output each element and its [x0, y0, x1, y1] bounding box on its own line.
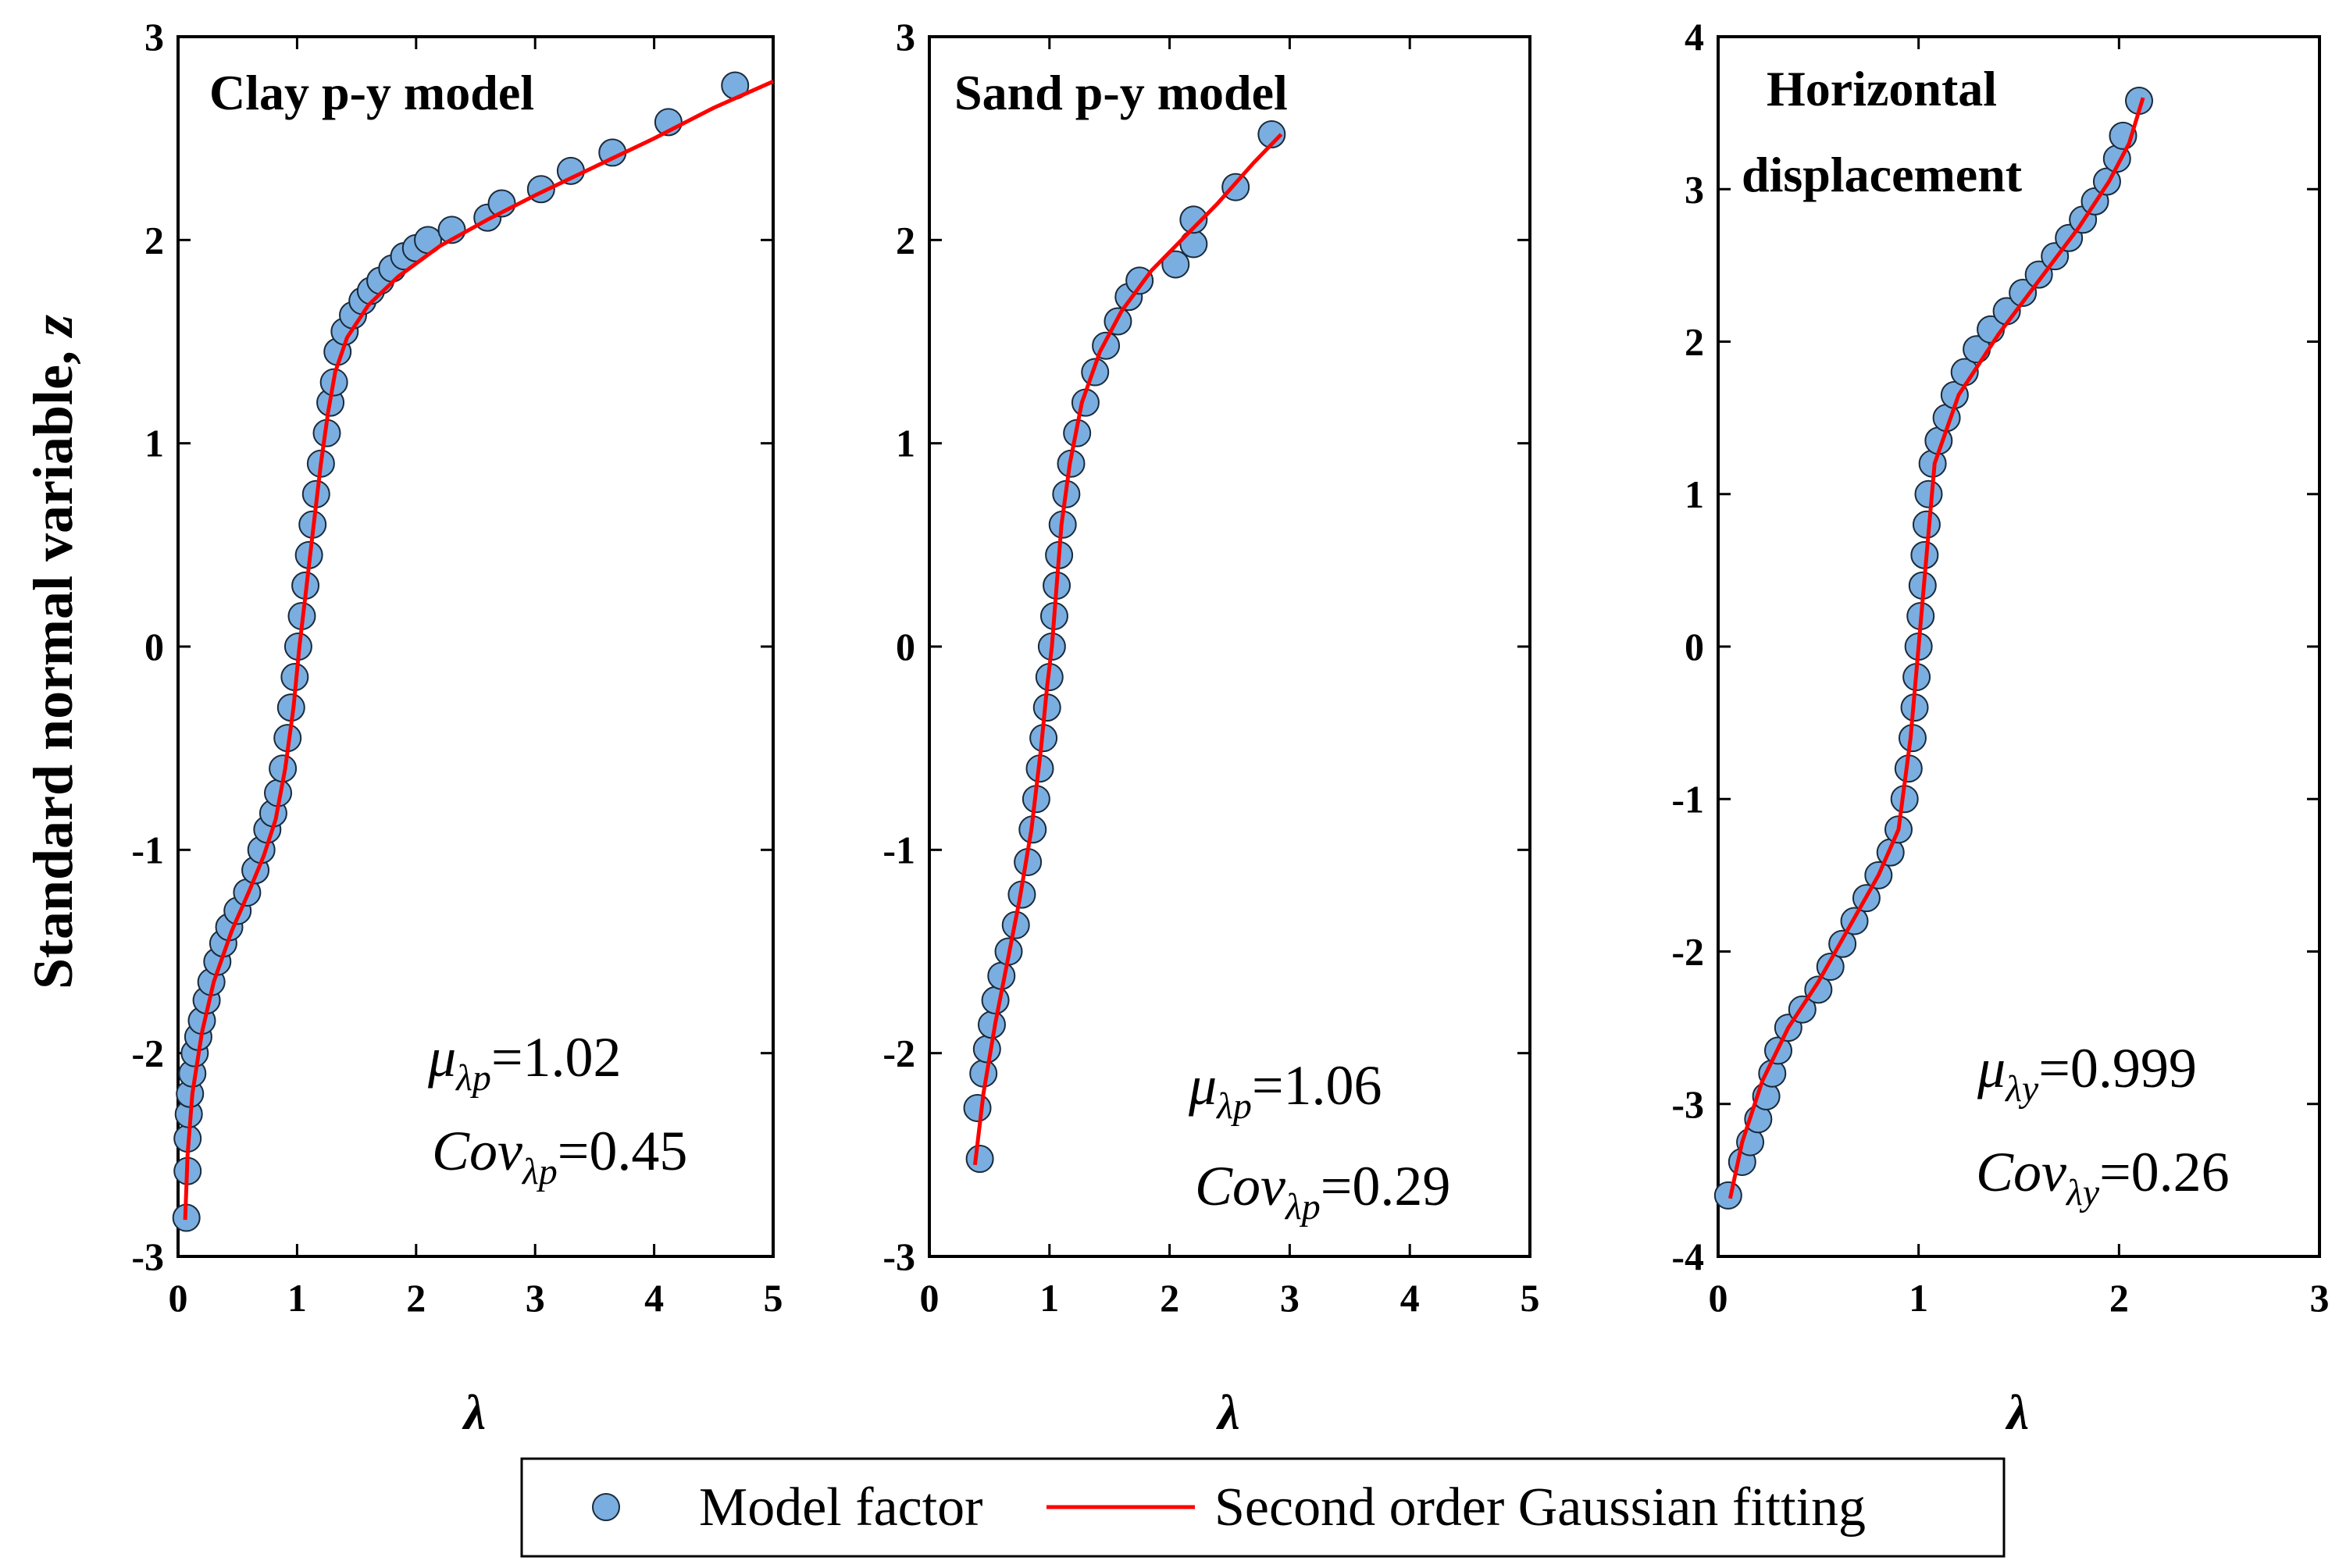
- sand-py-x-tick-label: 1: [1039, 1276, 1059, 1320]
- legend: Model factor Second order Gaussian fitti…: [520, 1457, 2006, 1558]
- sand-py-y-tick-label: -3: [882, 1235, 915, 1278]
- horizontal-displacement-y-tick-label: -2: [1671, 930, 1704, 974]
- sand-py-data-point: [1257, 119, 1286, 148]
- sand-py-data-point: [1161, 250, 1190, 279]
- sand-py-data-point: [1125, 266, 1154, 295]
- legend-gaussian-fit-label: Second order Gaussian fitting: [1214, 1477, 1866, 1538]
- sand-py-data-point: [1179, 205, 1208, 234]
- clay-py-title: Clay p-y model: [209, 65, 534, 120]
- sand-py-data-point: [972, 1035, 1001, 1064]
- sand-py-panel: λ 0 1 2 3 4 5 -3 -2 -1 0 1 2 3 Sand p-y model μλp=1.06…: [882, 15, 1539, 1440]
- horizontal-displacement-data-point: [2009, 279, 2038, 308]
- horizontal-displacement-data-point: [1713, 1181, 1742, 1210]
- clay-py-x-tick-label: 1: [287, 1276, 307, 1320]
- sand-py-cov: Covλp=0.29: [1195, 1155, 1450, 1228]
- horizontal-displacement-fit-line: [1728, 97, 2145, 1199]
- legend-model-factor-label: Model factor: [699, 1477, 982, 1538]
- horizontal-displacement-y-tick-label: -4: [1671, 1235, 1704, 1278]
- sand-py-data-point: [965, 1145, 994, 1174]
- horizontal-displacement-y-tick-label: 3: [1685, 167, 1704, 211]
- clay-py-mu: μλp=1.02: [427, 1026, 622, 1099]
- clay-py-fit-line: [183, 80, 775, 1221]
- horizontal-displacement-data-point: [1804, 975, 1833, 1004]
- sand-py-x-tick-label: 2: [1160, 1276, 1179, 1320]
- sand-py-title: Sand p-y model: [954, 65, 1288, 120]
- horizontal-displacement-y-tick-label: 0: [1685, 625, 1704, 668]
- horizontal-displacement-x-tick-label: 2: [2109, 1276, 2129, 1320]
- horizontal-displacement-title-line1: Horizontal: [1767, 61, 1997, 116]
- clay-py-x-tick-label: 5: [764, 1276, 783, 1320]
- horizontal-displacement-y-tick-label: -3: [1671, 1082, 1704, 1126]
- clay-py-y-tick-label: 2: [144, 218, 164, 262]
- y-axis-label: Standard normal variable, z: [22, 315, 84, 989]
- sand-py-x-tick-label: 5: [1521, 1276, 1540, 1320]
- sand-py-x-axis-label: λ: [1215, 1384, 1239, 1440]
- horizontal-displacement-y-tick-label: 4: [1685, 15, 1704, 59]
- horizontal-displacement-mu: μλy=0.999: [1977, 1037, 2197, 1110]
- sand-py-y-tick-label: 3: [896, 15, 915, 59]
- sand-py-y-tick-label: -1: [882, 828, 915, 871]
- sand-py-x-tick-label: 3: [1280, 1276, 1300, 1320]
- horizontal-displacement-x-tick-label: 0: [1709, 1276, 1728, 1320]
- clay-py-x-tick-label: 4: [644, 1276, 664, 1320]
- horizontal-displacement-x-axis-label: λ: [2005, 1384, 2029, 1440]
- sand-py-data-point: [963, 1093, 992, 1122]
- clay-py-y-tick-label: 0: [144, 625, 164, 668]
- sand-py-data-point: [1221, 173, 1250, 201]
- sand-py-y-tick-label: 2: [896, 218, 915, 262]
- legend-marker-icon: [592, 1493, 620, 1521]
- clay-py-x-axis-label: λ: [462, 1384, 486, 1440]
- horizontal-displacement-y-tick-label: 1: [1685, 472, 1704, 516]
- horizontal-displacement-x-tick-label: 3: [2310, 1276, 2330, 1320]
- sand-py-fit-line: [972, 133, 1283, 1166]
- clay-py-x-tick-label: 3: [526, 1276, 545, 1320]
- clay-py-x-tick-label: 0: [169, 1276, 188, 1320]
- sand-py-y-tick-label: 1: [896, 422, 915, 465]
- horizontal-displacement-data-point: [2024, 260, 2053, 289]
- clay-py-y-tick-label: -3: [131, 1235, 164, 1278]
- horizontal-displacement-title-line2: displacement: [1742, 147, 2023, 202]
- clay-py-y-tick-label: -1: [131, 828, 164, 871]
- horizontal-displacement-data-point: [1914, 479, 1943, 508]
- clay-py-cov: Covλp=0.45: [432, 1120, 687, 1192]
- sand-py-y-tick-label: -2: [882, 1032, 915, 1075]
- horizontal-displacement-panel: λ 0 1 2 3 -4 -3 -2 -1 0 1 2 3 4 Horizontal displacemen…: [1671, 15, 2329, 1440]
- clay-py-y-tick-label: 1: [144, 422, 164, 465]
- sand-py-x-tick-label: 0: [920, 1276, 940, 1320]
- sand-py-x-tick-label: 4: [1400, 1276, 1420, 1320]
- sand-py-plot-frame: [928, 35, 1531, 1258]
- sand-py-y-tick-label: 0: [896, 625, 915, 668]
- legend-box: [520, 1457, 2006, 1558]
- horizontal-displacement-y-tick-label: 2: [1685, 320, 1704, 364]
- horizontal-displacement-y-tick-label: -1: [1671, 777, 1704, 821]
- sand-py-data-point: [981, 985, 1010, 1014]
- clay-py-x-tick-label: 2: [406, 1276, 426, 1320]
- horizontal-displacement-x-tick-label: 1: [1909, 1276, 1928, 1320]
- clay-py-panel: λ 0 1 2 3 4 5 -3 -2 -1 0 1 2 3 Clay p-y model μλp=1.02…: [131, 15, 783, 1440]
- clay-py-y-tick-label: 3: [144, 15, 164, 59]
- clay-py-y-tick-label: -2: [131, 1032, 164, 1075]
- sand-py-mu: μλp=1.06: [1188, 1054, 1382, 1127]
- horizontal-displacement-cov: Covλy=0.26: [1976, 1141, 2230, 1213]
